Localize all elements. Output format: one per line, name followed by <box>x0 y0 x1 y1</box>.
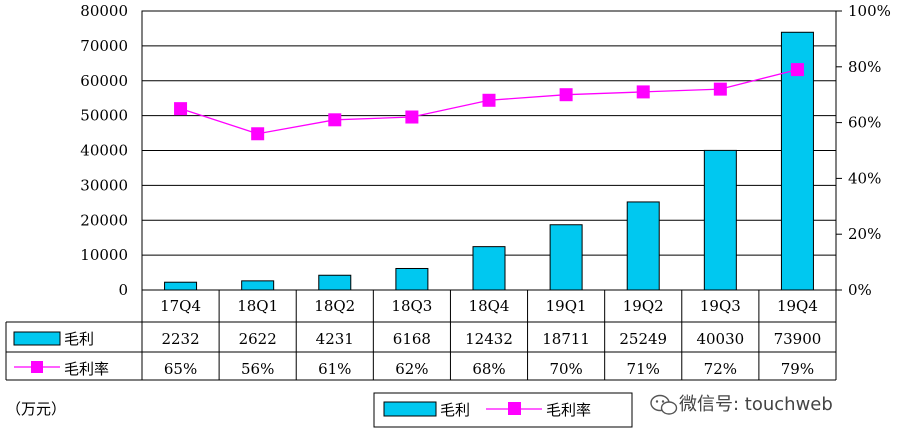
bar-19Q1 <box>549 224 583 291</box>
legend-bar-swatch <box>383 401 437 417</box>
left-tick-label: 0 <box>118 281 128 299</box>
unit-label: （万元） <box>6 400 66 418</box>
right-tick-label: 40% <box>848 169 881 187</box>
left-tick-label: 50000 <box>80 107 128 125</box>
table-cell: 61% <box>318 360 351 378</box>
bar-19Q2 <box>626 201 660 291</box>
category-label: 18Q1 <box>237 297 278 315</box>
margin-point-19Q4 <box>790 63 804 77</box>
bar-18Q2 <box>318 274 352 291</box>
table-cell: 40030 <box>696 330 744 348</box>
table-cell: 68% <box>472 360 505 378</box>
right-tick-label: 20% <box>848 225 881 243</box>
table-cell: 62% <box>395 360 428 378</box>
bar-18Q1 <box>241 280 275 291</box>
margin-point-18Q4 <box>482 93 496 107</box>
legend-line-label: 毛利率 <box>546 401 591 419</box>
category-label: 19Q2 <box>623 297 664 315</box>
table-row-label: 毛利率 <box>64 360 109 378</box>
table-cell: 71% <box>627 360 660 378</box>
table-cell: 25249 <box>619 330 667 348</box>
category-label: 19Q3 <box>700 297 741 315</box>
table-cell: 2622 <box>239 330 277 348</box>
table-cell: 72% <box>704 360 737 378</box>
bar-series <box>164 31 814 291</box>
right-tick-label: 0% <box>848 281 872 299</box>
bar-18Q3 <box>395 267 429 291</box>
bar-19Q3 <box>703 149 737 291</box>
margin-point-19Q3 <box>713 82 727 96</box>
table-line-marker <box>31 361 43 373</box>
legend-bar-label: 毛利 <box>440 401 470 419</box>
category-label: 18Q3 <box>391 297 432 315</box>
left-axis-ticks: 0 10000 20000 30000 40000 50000 60000 70000 8000… <box>80 2 128 299</box>
table-row-label: 毛利 <box>64 330 94 348</box>
category-label: 19Q1 <box>546 297 587 315</box>
table-cell: 70% <box>549 360 582 378</box>
wechat-icon <box>650 394 678 415</box>
watermark: 微信号: touchweb <box>650 394 833 415</box>
margin-point-18Q3 <box>405 110 419 124</box>
right-tick-label: 100% <box>848 2 891 20</box>
legend-line-marker <box>508 402 521 415</box>
category-label: 18Q2 <box>314 297 355 315</box>
table-cell: 2232 <box>161 330 199 348</box>
margin-point-18Q2 <box>328 113 342 127</box>
category-label: 17Q4 <box>160 297 201 315</box>
watermark-text: 微信号: touchweb <box>679 394 833 415</box>
left-tick-label: 30000 <box>80 176 128 194</box>
plot-frame <box>141 10 837 291</box>
table-cell: 73900 <box>774 330 822 348</box>
left-tick-label: 70000 <box>80 37 128 55</box>
table-cell: 65% <box>164 360 197 378</box>
left-tick-label: 10000 <box>80 246 128 264</box>
data-table: 17Q4 18Q1 18Q2 18Q3 18Q4 19Q1 19Q2 19Q3 19Q4 毛利 22… <box>5 290 837 381</box>
right-tick-label: 80% <box>848 58 881 76</box>
left-tick-label: 80000 <box>80 2 128 20</box>
bar-18Q4 <box>472 246 506 291</box>
left-tick-label: 20000 <box>80 211 128 229</box>
right-tick-label: 60% <box>848 114 881 132</box>
table-cell: 56% <box>241 360 274 378</box>
category-label: 19Q4 <box>777 297 818 315</box>
margin-point-17Q4 <box>174 102 188 116</box>
table-cell: 79% <box>781 360 814 378</box>
margin-point-19Q1 <box>559 88 573 102</box>
line-series <box>174 63 804 141</box>
right-axis-ticks: 0% 20% 40% 60% 80% 100% <box>836 2 891 299</box>
left-tick-label: 60000 <box>80 72 128 90</box>
margin-point-19Q2 <box>636 85 650 99</box>
table-cell: 18711 <box>542 330 590 348</box>
category-label: 18Q4 <box>469 297 510 315</box>
table-cell: 4231 <box>316 330 354 348</box>
table-cell: 12432 <box>465 330 513 348</box>
table-bar-swatch <box>13 331 61 346</box>
table-cell: 6168 <box>393 330 431 348</box>
bar-17Q4 <box>164 281 198 291</box>
plot-border <box>141 10 837 291</box>
margin-point-18Q1 <box>251 127 265 141</box>
legend: 毛利 毛利率 <box>373 392 633 428</box>
left-tick-label: 40000 <box>80 142 128 160</box>
